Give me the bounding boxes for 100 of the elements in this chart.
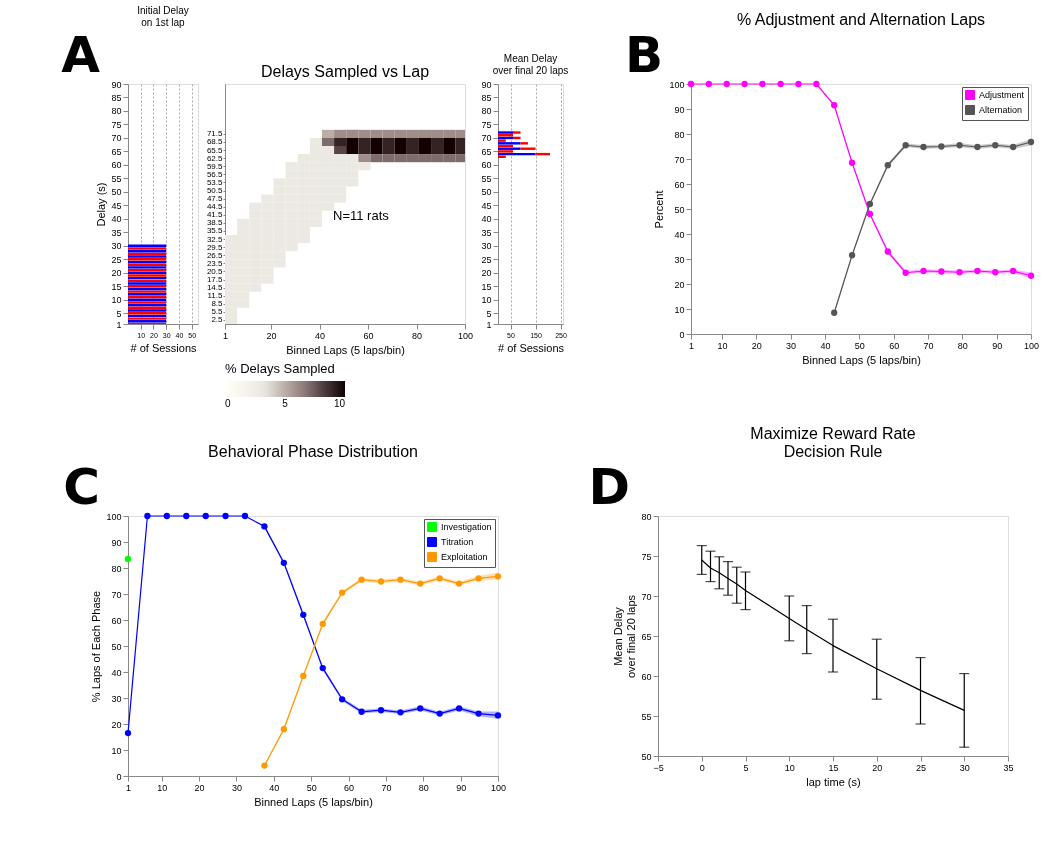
y-tick-label: 17.5 bbox=[206, 275, 224, 285]
point bbox=[261, 762, 268, 769]
x-axis-title: Binned Laps (5 laps/bin) bbox=[286, 343, 405, 356]
x-axis-title: Binned Laps (5 laps/bin) bbox=[802, 353, 921, 366]
point bbox=[813, 80, 820, 88]
y-tick-label: 2.5 bbox=[211, 315, 224, 325]
y-tick-label: 30 bbox=[111, 693, 122, 704]
point bbox=[1027, 272, 1035, 279]
point bbox=[338, 589, 346, 596]
x-tick-label: 10 bbox=[717, 340, 728, 351]
x-tick-label: 80 bbox=[418, 782, 429, 793]
point bbox=[475, 575, 482, 582]
x-tick-label: 40 bbox=[315, 330, 326, 341]
bar bbox=[498, 142, 521, 145]
legend-label: Exploitation bbox=[441, 552, 488, 562]
y-tick-label: 53.5 bbox=[206, 177, 224, 187]
text: B bbox=[624, 26, 663, 84]
point bbox=[300, 672, 307, 680]
point bbox=[759, 80, 766, 88]
y-tick-label: 100 bbox=[669, 79, 685, 90]
point bbox=[1009, 267, 1017, 275]
y-tick-label: 11.5 bbox=[207, 291, 224, 301]
y-tick-label: 70 bbox=[111, 589, 122, 600]
x-tick-label: 90 bbox=[456, 782, 467, 793]
y-tick-label: 40 bbox=[111, 667, 122, 678]
x-tick-label: 30 bbox=[786, 340, 797, 351]
legend-label: Adjustment bbox=[979, 90, 1025, 100]
x-tick-label: 100 bbox=[457, 330, 474, 341]
y-tick-label: 65.5 bbox=[206, 145, 224, 155]
x-tick-label: 60 bbox=[363, 330, 374, 341]
point bbox=[884, 248, 891, 255]
point bbox=[319, 620, 326, 628]
y-tick-label: 60 bbox=[481, 160, 492, 171]
y-tick-label: 80 bbox=[481, 106, 492, 117]
y-tick-label: 0 bbox=[116, 771, 122, 782]
point bbox=[938, 143, 945, 150]
y-tick-label: 20.5 bbox=[206, 266, 224, 276]
x-tick-label: 10 bbox=[157, 782, 168, 793]
point bbox=[956, 269, 963, 276]
point bbox=[436, 710, 443, 717]
point bbox=[866, 210, 874, 218]
x-tick-label: 20 bbox=[266, 330, 277, 341]
x-axis-title: # of Sessions bbox=[130, 341, 198, 354]
y-tick-label: 30 bbox=[111, 241, 122, 252]
y-tick-label: 10 bbox=[111, 745, 122, 756]
y-tick-label: 100 bbox=[106, 511, 122, 522]
y-tick-label: 56.5 bbox=[206, 169, 224, 179]
point bbox=[241, 512, 249, 520]
y-tick-label: 90 bbox=[674, 104, 685, 115]
x-tick-label: 80 bbox=[412, 330, 423, 341]
x-tick-label: 30 bbox=[959, 762, 970, 773]
x-tick-label: 60 bbox=[889, 340, 900, 351]
point bbox=[417, 705, 424, 712]
x-tick-label: 10 bbox=[784, 762, 795, 773]
color-bar-title: % Delays Sampled bbox=[225, 361, 335, 376]
chart-title: Initial Delay on 1st lap bbox=[137, 5, 189, 28]
y-tick-label: 35 bbox=[481, 227, 492, 238]
y-tick-label: 40 bbox=[674, 229, 685, 240]
y-tick-label: 55 bbox=[641, 711, 652, 722]
color-bar-label: 10 bbox=[333, 398, 346, 409]
point bbox=[144, 512, 151, 520]
y-tick-label: 50 bbox=[674, 204, 685, 215]
x-tick-label: 100 bbox=[1023, 340, 1040, 351]
point bbox=[902, 142, 909, 149]
y-tick-label: 38.5 bbox=[206, 218, 224, 228]
y-tick-label: 23.5 bbox=[206, 258, 224, 268]
y-tick-label: 68.5 bbox=[206, 137, 224, 147]
point bbox=[974, 143, 981, 151]
y-tick-label: 44.5 bbox=[206, 202, 224, 212]
point bbox=[902, 269, 909, 276]
y-tick-label: 55 bbox=[111, 173, 122, 184]
y-tick-label: 10 bbox=[674, 304, 685, 315]
y-tick-label: 59.5 bbox=[206, 161, 224, 171]
point bbox=[1009, 143, 1017, 151]
point bbox=[163, 512, 171, 520]
y-tick-label: 35 bbox=[111, 227, 122, 238]
point bbox=[956, 142, 963, 149]
point bbox=[397, 709, 404, 716]
point bbox=[417, 580, 424, 587]
y-tick-label: 75 bbox=[111, 119, 122, 130]
x-tick-label: 60 bbox=[344, 782, 355, 793]
y-tick-label: 70 bbox=[674, 154, 685, 165]
y-tick-label: 65 bbox=[111, 146, 122, 157]
point bbox=[494, 712, 502, 719]
point bbox=[884, 162, 891, 169]
chart-title: Delays Sampled vs Lap bbox=[260, 63, 430, 80]
y-tick-label: 50 bbox=[111, 641, 122, 652]
point bbox=[222, 512, 229, 520]
point bbox=[475, 710, 482, 717]
x-tick-label: 80 bbox=[957, 340, 968, 351]
point bbox=[831, 309, 838, 316]
y-tick-label: 50.5 bbox=[206, 186, 224, 196]
x-tick-label: 70 bbox=[923, 340, 934, 351]
color-bar-label: 0 bbox=[225, 398, 231, 409]
y-tick-label: 47.5 bbox=[206, 194, 224, 204]
x-tick-label: 90 bbox=[992, 340, 1003, 351]
y-tick-label: 20 bbox=[111, 268, 122, 279]
y-tick-label: 40 bbox=[111, 214, 122, 225]
y-tick-label: 30 bbox=[481, 241, 492, 252]
y-tick-label: 20 bbox=[111, 719, 122, 730]
